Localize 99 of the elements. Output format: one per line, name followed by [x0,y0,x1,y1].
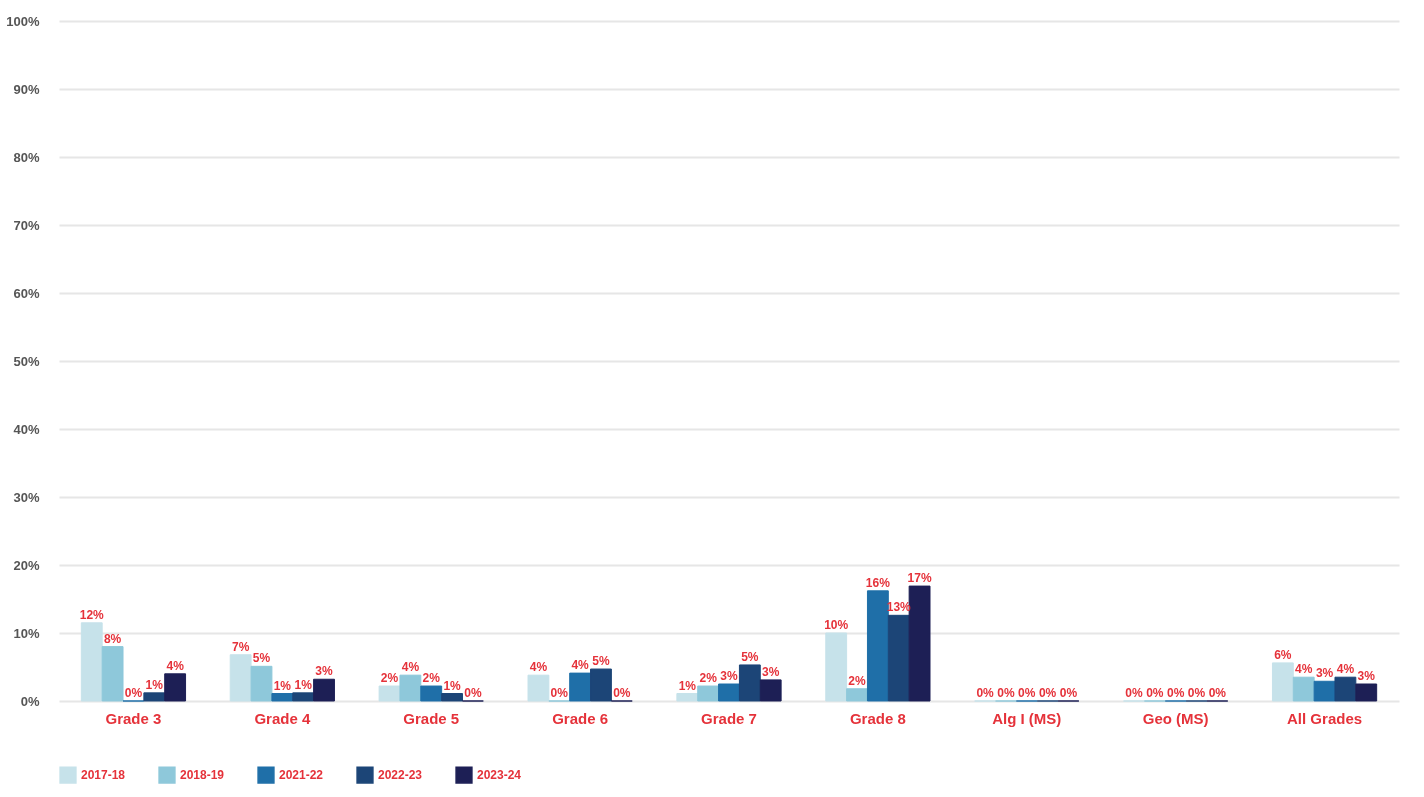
y-tick-label: 10% [13,625,40,641]
data-label: 1% [273,678,292,693]
data-label: 3% [1357,669,1376,683]
data-label: 0% [550,686,569,700]
data-label: 0% [1038,686,1057,700]
data-label: 0% [613,686,631,700]
bar [846,688,868,702]
bar [399,674,422,702]
data-label: 16% [865,575,891,590]
bar [1313,680,1336,702]
bar [887,614,910,702]
bar [378,685,401,702]
data-label: 0% [1146,686,1164,700]
bar [825,632,848,702]
x-tick-label: Grade 7 [701,709,757,727]
y-tick-label: 0% [20,693,40,709]
data-label: 4% [529,660,548,675]
data-label: 3% [762,664,780,679]
data-label: 0% [1166,686,1185,700]
data-label: 5% [592,654,610,669]
y-tick-label: 40% [13,421,40,437]
y-tick-label: 80% [13,149,40,165]
data-label: 0% [1059,686,1078,700]
bar [697,685,720,702]
y-tick-label: 70% [13,217,40,233]
data-label: 2% [422,671,441,686]
data-label: 0% [1018,686,1036,700]
data-label: 0% [124,686,143,700]
bar [143,692,166,702]
y-tick-label: 20% [13,557,40,573]
data-label: 8% [103,631,122,646]
data-label: 2% [380,671,399,686]
x-tick-label: Grade 8 [849,709,906,727]
y-tick-label: 30% [13,489,40,505]
data-label: 1% [294,677,313,692]
data-label: 1% [678,678,697,693]
data-label: 4% [1336,662,1355,677]
bar [250,665,273,702]
bar [1355,683,1378,702]
bar [420,685,443,702]
data-label: 3% [1315,666,1334,681]
data-label: 0% [464,686,482,700]
legend-label: 2017-18 [81,768,126,783]
bar [1271,662,1294,702]
bar [1334,676,1357,702]
data-label: 0% [1125,686,1143,700]
bar [527,674,550,702]
data-label: 5% [741,649,759,664]
data-label: 3% [720,669,738,683]
x-tick-label: All Grades [1287,709,1363,727]
bar [1292,676,1315,702]
bar [313,678,335,702]
data-label: 2% [848,673,867,688]
x-tick-label: Grade 4 [254,709,311,727]
y-tick-label: 60% [13,285,40,301]
y-tick-label: 100% [6,13,40,29]
legend-label: 2018-19 [180,768,225,783]
data-label: 0% [1208,686,1227,700]
x-tick-label: Grade 5 [403,709,460,727]
data-label: 1% [145,677,164,692]
data-label: 4% [401,660,420,675]
data-label: 4% [166,658,185,673]
bar [759,679,782,702]
data-label: 6% [1274,647,1292,662]
data-label: 2% [699,671,718,686]
data-label: 1% [443,678,462,693]
bar [441,693,463,702]
data-label: 5% [252,651,271,666]
x-tick-label: Grade 6 [552,709,609,727]
legend-label: 2021-22 [279,768,324,783]
data-label: 4% [1295,662,1313,677]
data-label: 7% [231,639,250,654]
bar [80,622,103,702]
data-label: 0% [976,686,995,700]
y-tick-label: 90% [13,81,40,97]
x-tick-label: Grade 3 [105,709,162,727]
legend-label: 2022-23 [378,768,423,783]
bar [590,668,612,702]
data-label: 12% [79,607,105,622]
bar [164,673,187,702]
y-tick-label: 50% [13,353,40,369]
x-tick-label: Geo (MS) [1142,709,1209,727]
bar [866,590,889,702]
data-label: 10% [824,618,849,632]
bar [738,664,761,702]
x-tick-label: Alg I (MS) [992,709,1062,727]
bar [718,683,740,702]
data-label: 0% [1187,686,1206,700]
bar [101,646,124,702]
bar [569,672,592,702]
bar [292,692,315,702]
bar [271,693,294,702]
bar [676,693,699,702]
data-label: 0% [997,686,1015,700]
data-label: 3% [315,664,334,679]
data-label: 4% [571,658,590,673]
legend-label: 2023-24 [477,768,522,783]
bar [229,654,252,702]
data-label: 17% [907,571,932,586]
